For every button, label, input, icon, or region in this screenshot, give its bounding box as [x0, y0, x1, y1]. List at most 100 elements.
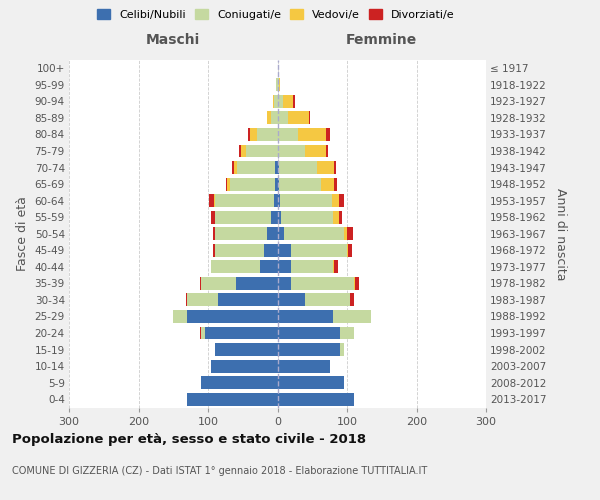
Bar [201, 376, 277, 389]
Bar [267, 112, 271, 124]
Bar [226, 178, 227, 190]
Bar [277, 393, 354, 406]
Bar [186, 294, 187, 306]
Bar [211, 210, 215, 224]
Bar [211, 360, 277, 372]
Bar [271, 112, 277, 124]
Bar [200, 326, 201, 340]
Bar [279, 161, 317, 174]
Bar [277, 376, 344, 389]
Bar [234, 161, 237, 174]
Bar [277, 144, 305, 158]
Text: COMUNE DI GIZZERIA (CZ) - Dati ISTAT 1° gennaio 2018 - Elaborazione TUTTITALIA.I: COMUNE DI GIZZERIA (CZ) - Dati ISTAT 1° … [12, 466, 427, 476]
Legend: Celibi/Nubili, Coniugati/e, Vedovi/e, Divorziati/e: Celibi/Nubili, Coniugati/e, Vedovi/e, Di… [94, 6, 458, 23]
Bar [277, 260, 292, 274]
Bar [277, 343, 340, 356]
Bar [187, 294, 218, 306]
Bar [213, 244, 215, 257]
Bar [211, 260, 260, 274]
Bar [277, 194, 280, 207]
Bar [334, 178, 337, 190]
Bar [277, 210, 281, 224]
Bar [292, 244, 347, 257]
Bar [201, 277, 236, 290]
Bar [347, 244, 349, 257]
Bar [267, 228, 277, 240]
Bar [326, 144, 328, 158]
Bar [257, 128, 277, 141]
Bar [218, 294, 277, 306]
Bar [213, 228, 215, 240]
Bar [333, 310, 371, 323]
Bar [277, 95, 283, 108]
Bar [201, 326, 205, 340]
Bar [305, 144, 326, 158]
Text: Popolazione per età, sesso e stato civile - 2018: Popolazione per età, sesso e stato civil… [12, 432, 366, 446]
Bar [209, 194, 214, 207]
Bar [283, 95, 293, 108]
Bar [326, 128, 329, 141]
Bar [277, 228, 284, 240]
Bar [288, 112, 309, 124]
Bar [317, 161, 334, 174]
Bar [349, 244, 352, 257]
Bar [271, 210, 277, 224]
Bar [277, 326, 340, 340]
Y-axis label: Fasce di età: Fasce di età [16, 196, 29, 271]
Bar [333, 210, 338, 224]
Bar [237, 161, 275, 174]
Bar [277, 161, 279, 174]
Bar [284, 228, 344, 240]
Bar [334, 260, 338, 274]
Bar [277, 128, 298, 141]
Bar [277, 244, 292, 257]
Bar [275, 178, 277, 190]
Bar [320, 178, 334, 190]
Bar [215, 343, 277, 356]
Bar [277, 112, 288, 124]
Bar [275, 161, 277, 174]
Bar [354, 277, 355, 290]
Bar [173, 310, 187, 323]
Bar [338, 210, 342, 224]
Bar [274, 95, 277, 108]
Bar [250, 128, 257, 141]
Bar [309, 112, 310, 124]
Bar [276, 78, 277, 92]
Bar [227, 178, 230, 190]
Bar [298, 128, 326, 141]
Bar [347, 228, 353, 240]
Bar [338, 194, 344, 207]
Bar [230, 178, 275, 190]
Bar [260, 260, 277, 274]
Bar [277, 178, 279, 190]
Text: Femmine: Femmine [346, 33, 418, 47]
Bar [277, 310, 333, 323]
Bar [215, 228, 267, 240]
Bar [332, 194, 338, 207]
Bar [215, 194, 274, 207]
Bar [277, 78, 279, 92]
Bar [333, 260, 334, 274]
Bar [281, 210, 333, 224]
Text: Maschi: Maschi [146, 33, 200, 47]
Bar [246, 144, 277, 158]
Bar [277, 277, 292, 290]
Bar [274, 194, 277, 207]
Bar [272, 95, 274, 108]
Bar [280, 194, 332, 207]
Bar [279, 78, 280, 92]
Bar [263, 244, 277, 257]
Bar [215, 244, 263, 257]
Bar [241, 144, 246, 158]
Bar [293, 95, 295, 108]
Bar [236, 277, 277, 290]
Bar [340, 326, 354, 340]
Bar [214, 194, 215, 207]
Bar [277, 360, 329, 372]
Bar [292, 277, 354, 290]
Bar [355, 277, 359, 290]
Bar [292, 260, 333, 274]
Bar [215, 210, 271, 224]
Bar [232, 161, 234, 174]
